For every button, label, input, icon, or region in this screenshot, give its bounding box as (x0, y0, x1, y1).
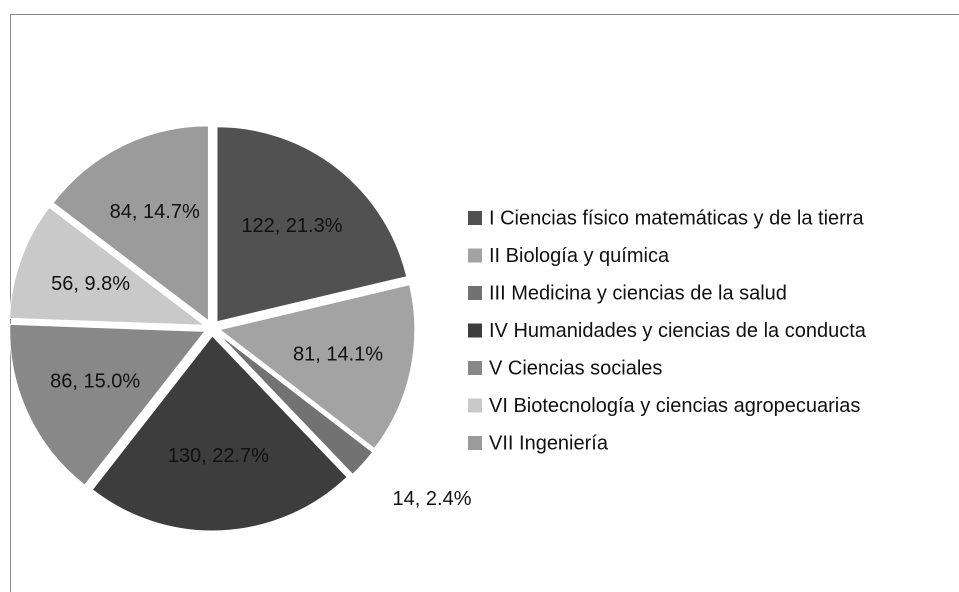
data-label: 130, 22.7% (168, 445, 269, 467)
legend-label: VI Biotecnología y ciencias agropecuaria… (489, 395, 860, 417)
legend-swatch (468, 248, 482, 263)
legend-swatch (468, 398, 482, 413)
pie-slice (52, 125, 209, 322)
legend-swatch (468, 286, 482, 300)
legend-label: V Ciencias sociales (489, 357, 662, 379)
data-label: 81, 14.1% (293, 343, 383, 365)
data-label: 56, 9.8% (51, 273, 130, 295)
data-label: 14, 2.4% (393, 488, 472, 510)
legend-swatch (468, 361, 482, 375)
pie-slice (9, 206, 207, 326)
legend-swatch (468, 211, 482, 225)
pie-slice (9, 323, 206, 486)
data-label: 84, 14.7% (110, 201, 200, 223)
pie-slice (216, 126, 408, 323)
pie-slice (217, 332, 374, 476)
legend-label: I Ciencias físico matemáticas y de la ti… (489, 207, 864, 229)
legend-swatch (468, 436, 482, 450)
legend-label: III Medicina y ciencias de la salud (489, 282, 787, 304)
data-label: 86, 15.0% (50, 371, 140, 393)
legend-label: VII Ingeniería (489, 432, 609, 454)
data-label: 122, 21.3% (241, 215, 342, 237)
pie-slice (91, 335, 348, 532)
legend-label: II Biología y química (489, 245, 670, 267)
pie-slice (218, 284, 416, 450)
legend-label: IV Humanidades y ciencias de la conducta (489, 320, 867, 342)
legend-swatch (468, 323, 482, 338)
